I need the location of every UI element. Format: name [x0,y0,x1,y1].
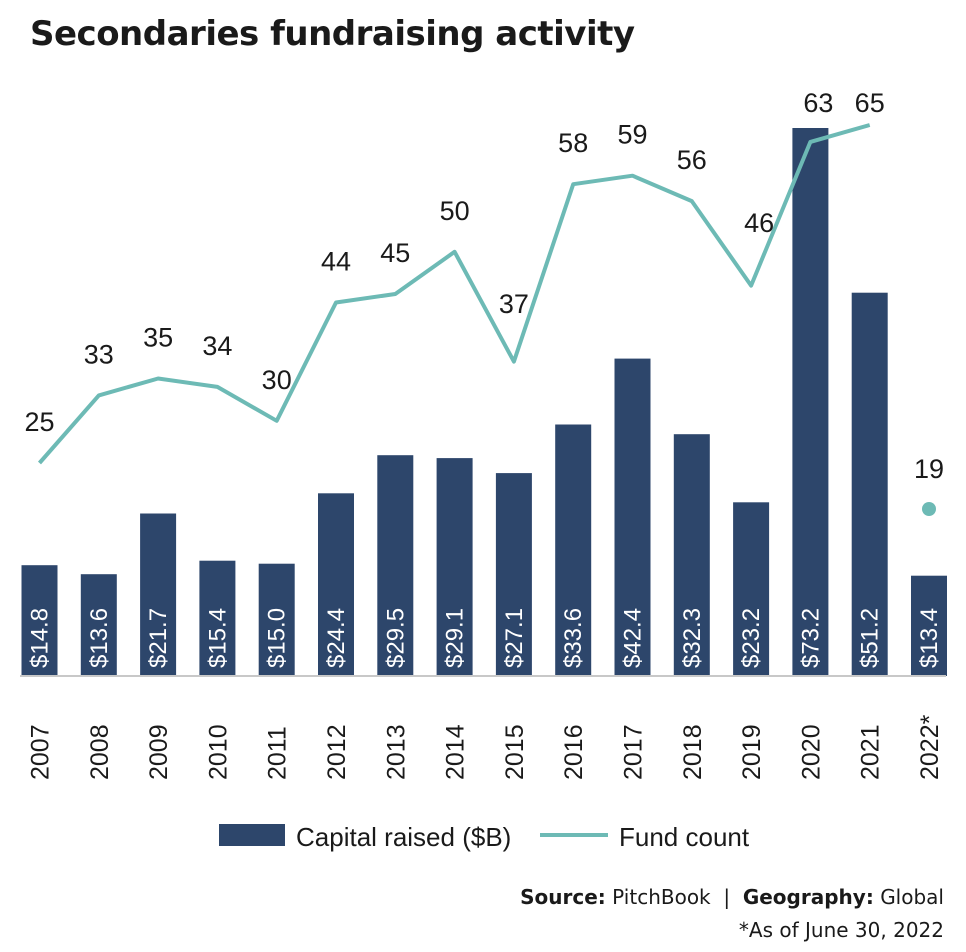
bar-2015 [495,473,532,676]
bar-2022 [911,575,947,676]
fund-count-label-2022: 19 [914,454,944,484]
fund-count-label-2013: 45 [380,238,410,268]
x-tick-label-2011: 2011 [264,726,292,780]
fund-count-line-layer [37,123,936,516]
bar-value-label-2019: $23.2 [738,608,765,668]
source-label: Source: [520,885,606,909]
bar-value-label-2018: $32.3 [679,608,706,668]
fund-count-label-2010: 34 [202,331,232,361]
bar-2009 [140,513,177,676]
x-tick-label-2020: 2020 [797,724,825,780]
x-tick-label-2022: 2022* [916,714,944,780]
bar-value-label-2021: $51.2 [857,608,884,668]
fund-count-label-2021: 65 [855,88,885,118]
x-tick-label-2007: 2007 [27,724,55,780]
footnote: *As of June 30, 2022 [738,918,944,942]
fund-count-label-2014: 50 [440,196,470,226]
bar-2012 [318,493,354,676]
bar-2021 [851,292,888,676]
fund-count-label-2015: 37 [499,289,529,319]
bar-value-label-2008: $13.6 [86,608,113,668]
bar-2016 [555,424,592,676]
bar-value-label-2011: $15.0 [264,608,291,668]
bar-2013 [377,455,414,676]
bar-2020 [792,128,829,676]
bar-value-label-2022: $13.4 [916,608,943,668]
source-separator: | [723,885,731,909]
bar-value-label-2015: $27.1 [501,608,528,668]
legend-label-fund-count: Fund count [619,822,750,852]
bar-2008 [80,574,117,676]
fund-count-label-2009: 35 [143,323,173,353]
geography-value: Global [880,885,944,909]
bar-2010 [199,560,236,676]
bar-value-label-2016: $33.6 [560,608,587,668]
bar-value-label-2013: $29.5 [382,608,409,668]
bar-value-label-2012: $24.4 [323,608,350,668]
fund-count-label-2017: 59 [617,120,647,150]
bar-value-label-2017: $42.4 [620,608,647,668]
x-tick-label-2019: 2019 [738,724,766,780]
bars-layer [21,128,947,676]
fund-count-label-2012: 44 [321,247,351,277]
source-line: Source: PitchBook | Geography: Global [520,885,944,909]
x-tick-label-2018: 2018 [679,724,707,780]
x-tick-label-2013: 2013 [382,724,410,780]
x-tick-label-2015: 2015 [501,724,529,780]
fund-count-label-2011: 30 [262,365,292,395]
bar-value-label-2020: $73.2 [797,608,824,668]
fund-count-label-2018: 56 [677,145,707,175]
bar-2011 [258,563,295,676]
bar-value-label-2010: $15.4 [204,608,231,668]
legend-swatch-bar [219,824,285,846]
fund-count-label-2019: 46 [744,208,774,238]
x-tick-label-2009: 2009 [145,724,173,780]
geography-label: Geography: [742,885,874,909]
x-tick-label-2010: 2010 [204,724,232,780]
x-tick-label-2014: 2014 [442,724,470,780]
fund-count-label-2008: 33 [84,339,114,369]
fund-count-label-2020: 63 [803,88,833,118]
bar-2019 [733,502,770,676]
legend-label-capital-raised: Capital raised ($B) [296,822,511,852]
bar-value-label-2014: $29.1 [442,608,469,668]
bar-2014 [436,458,473,676]
bar-2017 [614,358,651,676]
legend: Capital raised ($B) Fund count [219,822,750,852]
x-tick-label-2017: 2017 [620,724,648,780]
x-tick-label-2008: 2008 [86,724,114,780]
bar-value-label-2009: $21.7 [145,608,172,668]
bar-value-label-2007: $14.8 [27,608,54,668]
fund-count-label-2007: 25 [24,407,54,437]
fund-count-label-2016: 58 [558,128,588,158]
fund-count-line [37,123,871,465]
x-tick-label-2021: 2021 [857,724,885,780]
fund-count-point-2022 [922,502,936,516]
labels-layer: $14.8 2007 $13.6 2008 $21.7 2009 $15.4 2010 $15.… [24,88,944,780]
source-value: PitchBook [612,885,711,909]
x-tick-label-2016: 2016 [560,724,588,780]
chart-plot: $14.8 2007 $13.6 2008 $21.7 2009 $15.4 2010 $15.… [20,88,947,852]
bar-2007 [21,565,58,676]
bar-2018 [673,434,710,676]
chart-title: Secondaries fundraising activity [30,14,635,54]
x-tick-label-2012: 2012 [323,724,351,780]
